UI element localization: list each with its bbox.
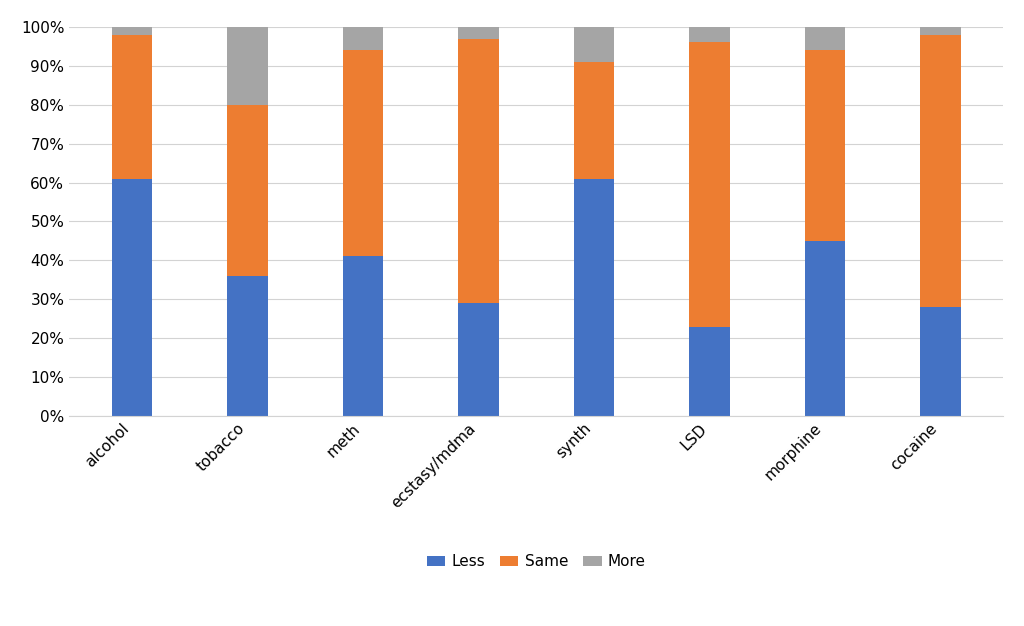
Bar: [343, 27, 383, 50]
Bar: [458, 39, 499, 303]
Bar: [921, 34, 961, 307]
Bar: [921, 27, 961, 34]
Bar: [805, 27, 845, 50]
Bar: [227, 27, 267, 105]
Bar: [112, 34, 153, 178]
Bar: [573, 62, 614, 178]
Bar: [805, 241, 845, 416]
Bar: [689, 27, 730, 43]
Bar: [112, 178, 153, 416]
Bar: [573, 178, 614, 416]
Bar: [805, 50, 845, 241]
Bar: [573, 27, 614, 62]
Bar: [689, 327, 730, 416]
Bar: [227, 276, 267, 416]
Bar: [112, 27, 153, 34]
Bar: [343, 50, 383, 257]
Bar: [458, 303, 499, 416]
Bar: [458, 27, 499, 39]
Bar: [343, 257, 383, 416]
Legend: Less, Same, More: Less, Same, More: [421, 548, 652, 575]
Bar: [921, 307, 961, 416]
Bar: [227, 105, 267, 276]
Bar: [689, 43, 730, 327]
